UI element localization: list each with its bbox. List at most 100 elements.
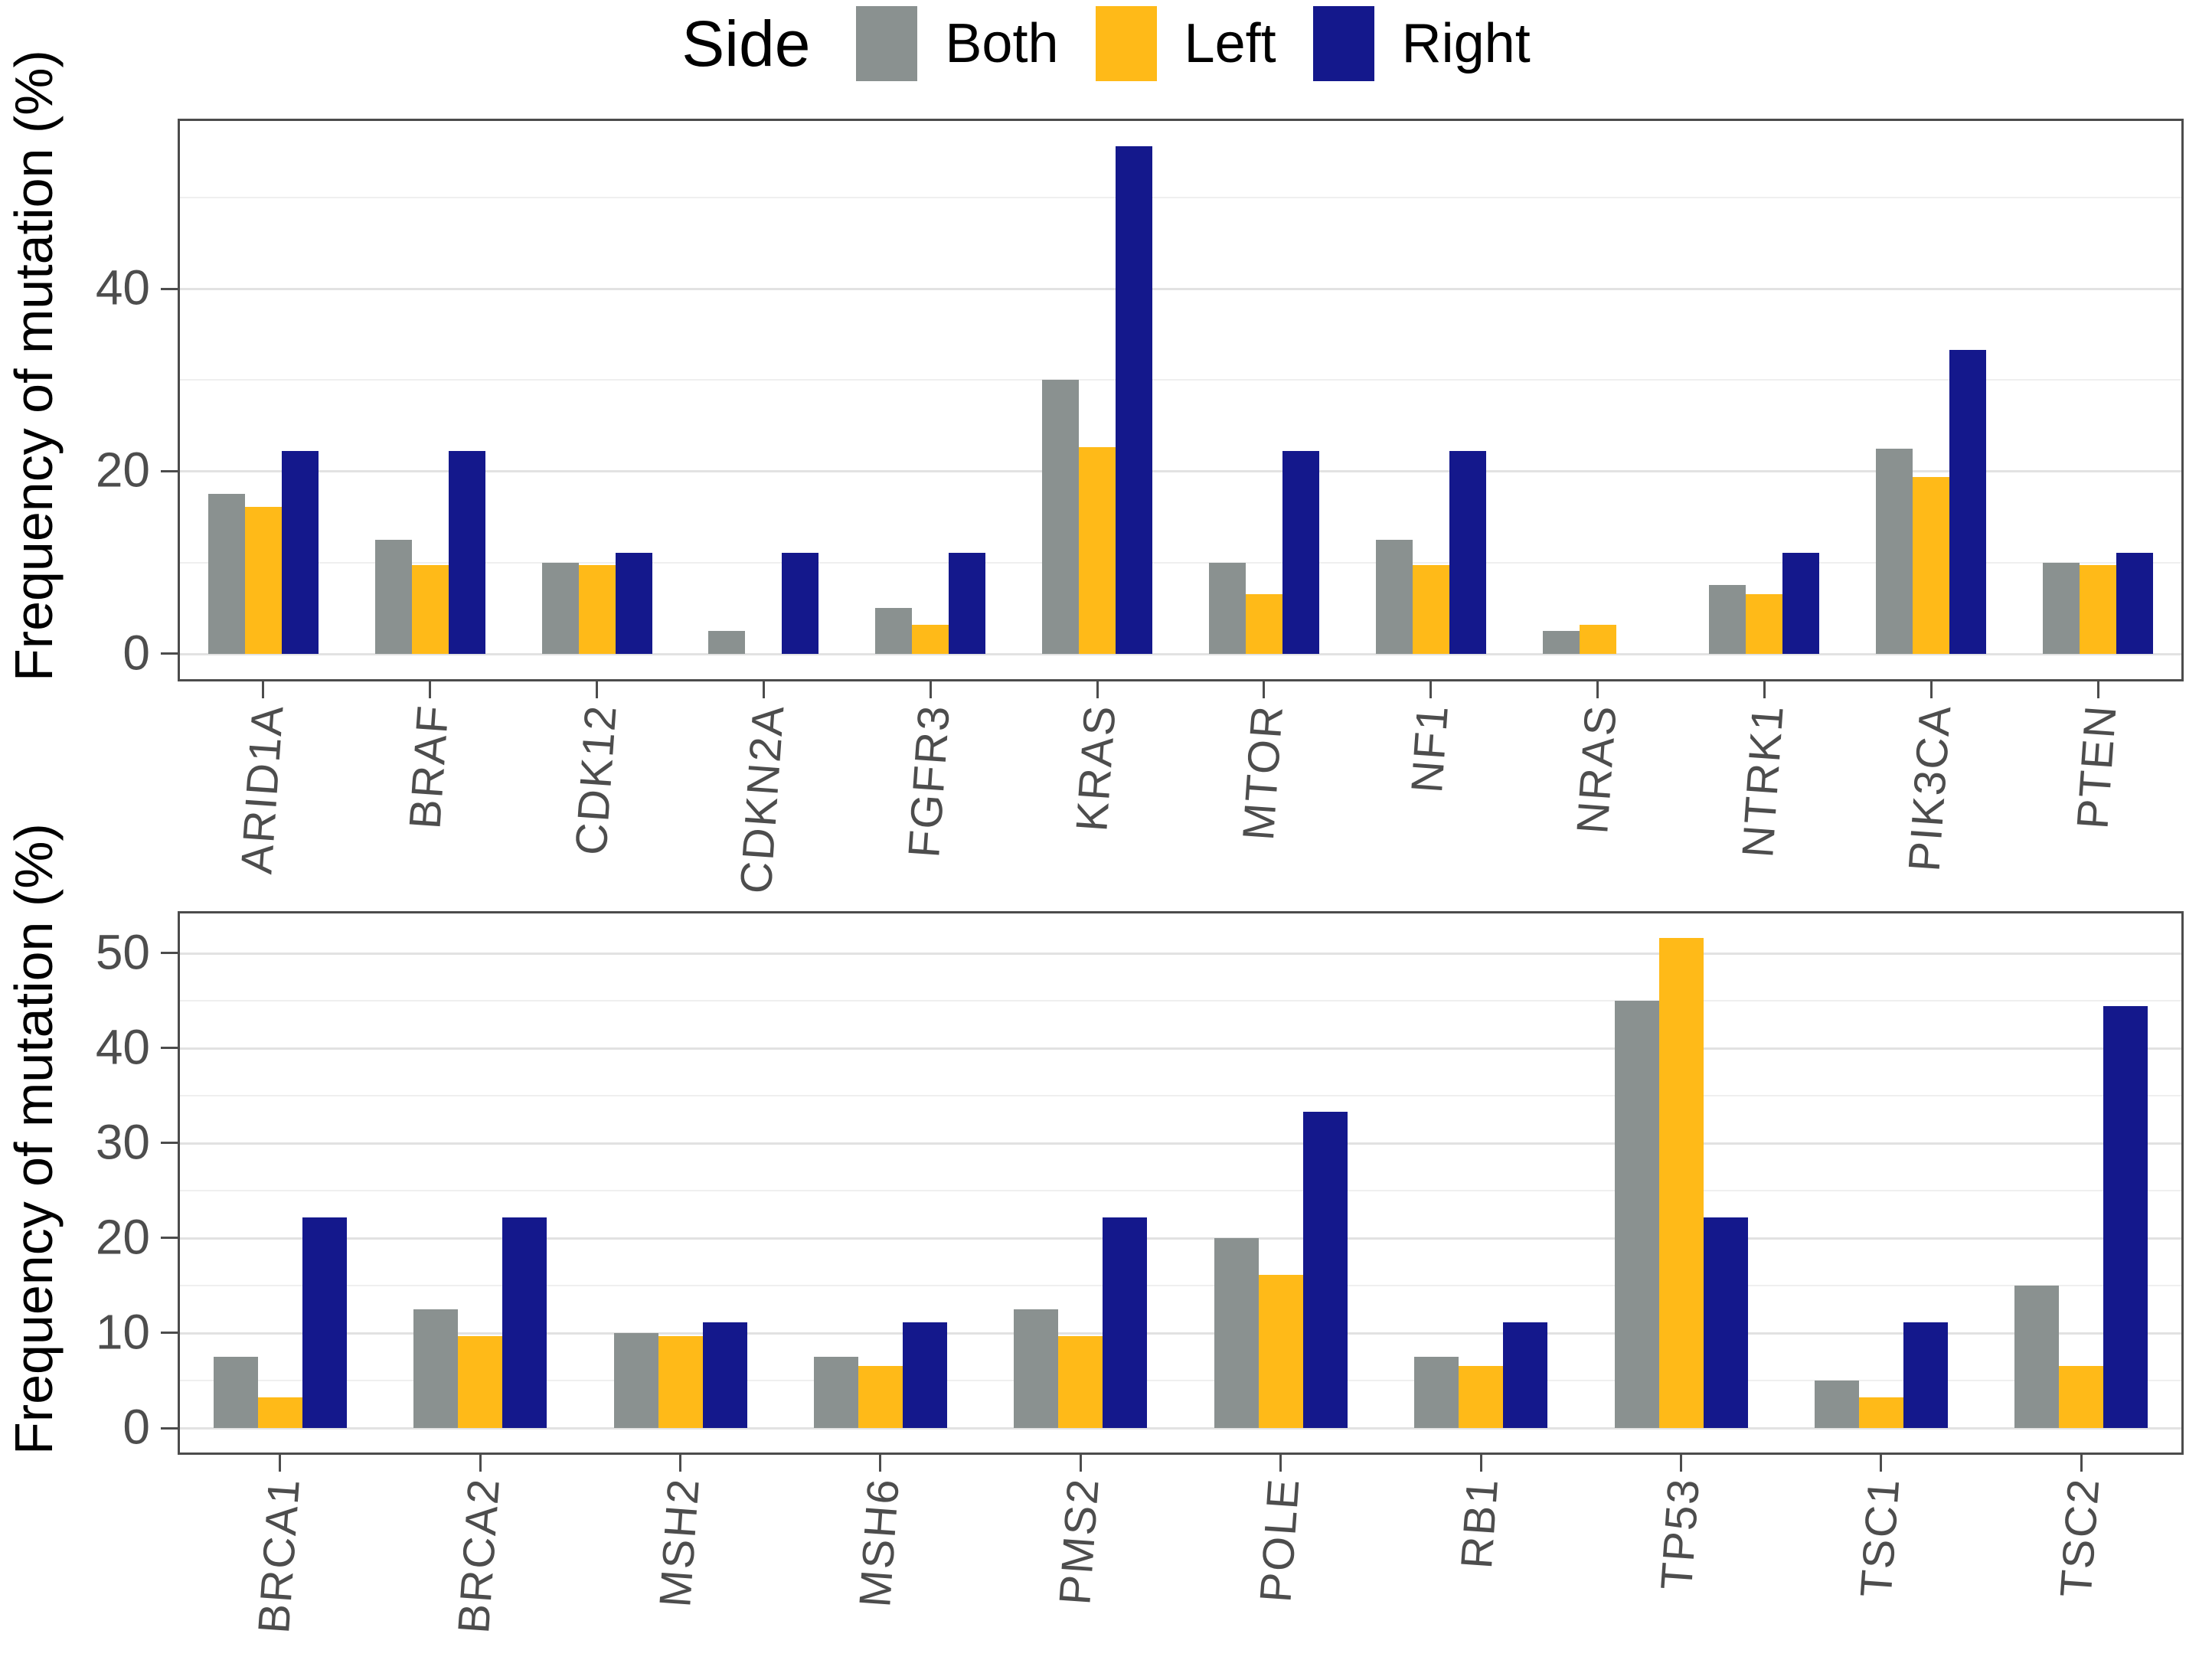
gridline — [180, 196, 2181, 198]
y-tick-mark — [161, 287, 178, 290]
x-label-PTEN: PTEN — [2067, 702, 2126, 831]
x-tick-mark — [2096, 681, 2099, 698]
x-label-TSC2: TSC2 — [2050, 1475, 2109, 1600]
bar-FGFR3-Left — [912, 624, 949, 654]
legend-label-both: Both — [945, 13, 1059, 74]
bar-TP53-Left — [1658, 938, 1704, 1428]
x-tick-mark — [1596, 681, 1599, 698]
gridline — [180, 1094, 2181, 1096]
x-tick-mark — [1929, 681, 1933, 698]
x-label-NF1: NF1 — [1401, 702, 1458, 795]
bar-RB1-Left — [1459, 1366, 1504, 1428]
x-label-MSH2: MSH2 — [649, 1475, 709, 1609]
bar-RB1-Right — [1503, 1322, 1548, 1428]
bar-POLE-Both — [1214, 1237, 1259, 1428]
bar-TSC1-Right — [1903, 1322, 1948, 1428]
x-tick-mark — [2080, 1455, 2083, 1472]
gridline — [180, 1379, 2181, 1381]
bar-BRCA2-Left — [458, 1335, 503, 1428]
bar-CDKN2A-Right — [782, 552, 819, 654]
bar-PIK3CA-Both — [1876, 448, 1913, 654]
bar-MSH2-Both — [613, 1332, 658, 1428]
x-label-CDKN2A: CDKN2A — [730, 702, 794, 896]
bottom-chart-y-axis-title: Frequency of mutation (%) — [4, 823, 64, 1455]
x-label-FGFR3: FGFR3 — [899, 702, 960, 860]
gridline — [180, 1332, 2181, 1335]
bottom-chart-panel — [178, 911, 2184, 1455]
bar-POLE-Left — [1258, 1275, 1303, 1428]
bar-KRAS-Both — [1042, 380, 1080, 654]
bar-TP53-Both — [1614, 1000, 1659, 1428]
bar-BRCA1-Left — [257, 1397, 302, 1428]
left-swatch — [1095, 6, 1157, 81]
y-tick-label: 40 — [95, 1019, 150, 1075]
y-tick-label: 20 — [95, 443, 150, 498]
x-tick-mark — [679, 1455, 681, 1472]
bar-BRAF-Right — [448, 451, 485, 654]
x-label-KRAS: KRAS — [1067, 702, 1126, 833]
gridline — [180, 999, 2181, 1002]
x-tick-mark — [1763, 681, 1766, 698]
y-tick-label: 0 — [123, 625, 150, 681]
gridline — [180, 1237, 2181, 1240]
bar-NTRK1-Right — [1782, 552, 1820, 654]
legend-item-right: Right — [1312, 6, 1531, 81]
x-tick-mark — [479, 1455, 482, 1472]
x-label-MSH6: MSH6 — [850, 1475, 909, 1609]
gridline — [180, 470, 2181, 473]
x-tick-mark — [279, 1455, 282, 1472]
y-tick-mark — [161, 1237, 178, 1240]
x-tick-mark — [1479, 1455, 1482, 1472]
y-tick-mark — [161, 1332, 178, 1335]
bar-MSH6-Right — [902, 1322, 947, 1428]
x-label-BRCA1: BRCA1 — [248, 1475, 309, 1635]
x-label-TP53: TP53 — [1651, 1475, 1709, 1592]
x-tick-mark — [1263, 681, 1266, 698]
y-tick-label: 10 — [95, 1304, 150, 1360]
bar-NTRK1-Both — [1709, 585, 1746, 654]
bar-PIK3CA-Left — [1913, 476, 1950, 654]
gridline — [180, 1047, 2181, 1050]
bar-PMS2-Left — [1058, 1335, 1103, 1428]
x-label-TSC1: TSC1 — [1851, 1475, 1910, 1600]
y-tick-mark — [161, 952, 178, 955]
bar-PIK3CA-Right — [1949, 349, 1987, 654]
legend-item-both: Both — [856, 6, 1059, 81]
bar-KRAS-Right — [1116, 146, 1153, 654]
y-tick-label: 0 — [123, 1399, 150, 1455]
gridline — [180, 1189, 2181, 1191]
bar-ARID1A-Both — [207, 494, 245, 654]
bar-MTOR-Both — [1208, 562, 1246, 654]
bar-PTEN-Right — [2116, 552, 2154, 654]
bar-RB1-Both — [1414, 1356, 1459, 1428]
legend-label-right: Right — [1401, 13, 1531, 74]
bar-MSH6-Left — [858, 1366, 903, 1428]
bar-MTOR-Left — [1245, 594, 1282, 654]
x-label-CDK12: CDK12 — [565, 702, 626, 857]
x-tick-mark — [762, 681, 765, 698]
y-tick-label: 30 — [95, 1114, 150, 1170]
bar-NTRK1-Left — [1746, 594, 1783, 654]
bar-BRCA1-Right — [302, 1217, 347, 1428]
gridline — [180, 379, 2181, 381]
bar-TSC1-Left — [1858, 1397, 1903, 1428]
bar-NF1-Left — [1412, 565, 1449, 654]
x-label-BRAF: BRAF — [400, 702, 459, 831]
bar-MTOR-Right — [1282, 451, 1319, 654]
x-tick-mark — [1079, 1455, 1082, 1472]
bar-TSC2-Left — [2059, 1366, 2104, 1428]
gridline — [180, 1284, 2181, 1286]
y-tick-label: 20 — [95, 1209, 150, 1265]
both-swatch — [856, 6, 918, 81]
x-tick-mark — [1279, 1455, 1282, 1472]
x-label-PMS2: PMS2 — [1050, 1475, 1109, 1606]
gridline — [180, 561, 2181, 564]
bar-ARID1A-Right — [281, 451, 319, 654]
x-label-BRCA2: BRCA2 — [449, 1475, 510, 1635]
legend-label-left: Left — [1184, 13, 1276, 74]
bar-CDKN2A-Both — [708, 631, 746, 654]
y-tick-mark — [161, 469, 178, 472]
bar-TSC2-Both — [2014, 1285, 2060, 1428]
y-tick-mark — [161, 1426, 178, 1430]
bar-PTEN-Both — [2043, 562, 2080, 654]
